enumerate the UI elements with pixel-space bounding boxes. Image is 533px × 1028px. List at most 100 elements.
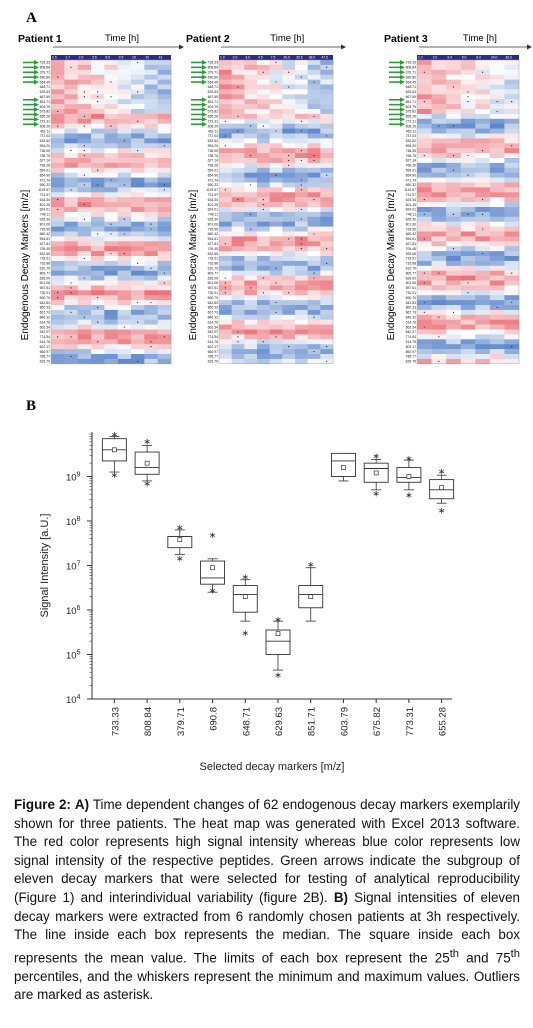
heatmap-cell: [295, 79, 308, 85]
heatmap-cell: [64, 99, 78, 105]
heatmap-cell: [231, 354, 245, 360]
heatmap-cell: [446, 79, 462, 85]
marker-row-label: 718.51: [208, 257, 218, 261]
marker-row-label: 667.73: [406, 311, 416, 315]
significance-dot: [163, 282, 165, 284]
marker-row-label: 557.61: [40, 286, 50, 290]
heatmap-cell: [244, 133, 258, 139]
heatmap-cell: [446, 216, 462, 222]
heatmap-cell: [51, 153, 65, 159]
marker-row-label: 774.54: [406, 335, 416, 339]
heatmap-cell: [144, 123, 158, 129]
outlier-asterisk: ∗: [372, 489, 380, 499]
marker-row-label: 379.71: [208, 71, 218, 75]
heatmap-cell: [144, 64, 158, 71]
marker-row-label: 603.79: [208, 105, 218, 109]
heatmap-cell: [320, 84, 334, 90]
heatmap-cell: [475, 177, 491, 183]
heatmap-cell: [320, 177, 334, 183]
heatmap-cell: [489, 172, 505, 178]
heatmap-cell: [257, 221, 270, 227]
marker-row-label: 690.70: [40, 296, 50, 300]
patient-label: Patient 1: [18, 33, 62, 45]
heatmap-cell: [104, 118, 118, 124]
heatmap-cell: [504, 305, 520, 311]
heatmap-cell: [475, 339, 491, 345]
heatmap-cell: [104, 153, 118, 159]
heatmap-cell: [460, 207, 476, 213]
heatmap-cell: [320, 187, 334, 193]
heatmap-cell: [431, 94, 447, 100]
heatmap-cell: [282, 300, 296, 306]
heatmap-cell: [320, 202, 334, 208]
heatmap-cell: [157, 256, 172, 262]
significance-dot: [300, 248, 302, 250]
highlight-arrow-head: [400, 97, 405, 103]
heatmap-cell: [104, 216, 118, 222]
time-column-label: 24.0: [491, 56, 498, 60]
heatmap-cell: [257, 280, 270, 286]
heatmap-cell: [157, 153, 172, 159]
heatmap-cell: [257, 241, 270, 247]
heatmap-cell: [91, 187, 105, 193]
x-tick-label: 655.28: [438, 707, 449, 736]
heatmap-cell: [489, 133, 505, 139]
heatmap-cell: [144, 270, 158, 276]
significance-dot: [300, 238, 302, 240]
x-tick-label: 690.8: [209, 707, 220, 731]
heatmap-cell: [282, 354, 296, 360]
significance-dot: [97, 101, 99, 103]
heatmap-cell: [475, 246, 491, 252]
significance-dot: [110, 125, 112, 127]
heatmap-cell: [77, 99, 92, 105]
heatmap-cell: [144, 211, 158, 218]
heatmap-cell: [131, 162, 145, 169]
significance-dot: [313, 316, 315, 318]
heatmap-cell: [295, 123, 308, 129]
heatmap-cell: [91, 270, 105, 276]
marker-row-label: 690.32: [208, 183, 218, 187]
heatmap-cell: [446, 300, 462, 306]
heatmap-cell: [144, 192, 158, 198]
box-690-8: 690.8∗∗: [200, 531, 225, 731]
heatmap-cell: [320, 74, 334, 80]
heatmap-cell: [231, 182, 245, 188]
marker-row-label: 854.90: [40, 173, 50, 177]
marker-row-label: 785.77: [208, 355, 218, 359]
heatmap-cell: [64, 128, 78, 134]
heatmap-cell: [475, 89, 491, 95]
heatmap-cell: [64, 133, 78, 139]
heatmap-cell: [77, 295, 92, 301]
heatmap-cell: [431, 349, 447, 355]
heatmap-cell: [446, 109, 462, 115]
significance-dot: [83, 184, 85, 186]
heatmap-cell: [257, 319, 270, 325]
heatmap-cell: [244, 358, 258, 365]
heatmap-cell: [475, 153, 491, 159]
heatmap-cell: [157, 285, 172, 291]
heatmap-cell: [104, 182, 118, 188]
significance-dot: [83, 218, 85, 220]
significance-dot: [97, 321, 99, 323]
heatmap-cell: [257, 128, 270, 134]
heatmap-cell: [64, 246, 78, 252]
heatmap-cell: [475, 280, 491, 286]
heatmap-cell: [446, 358, 462, 365]
heatmap-cell: [320, 197, 334, 203]
heatmap-cell: [257, 354, 270, 360]
marker-row-label: 768.26: [208, 164, 218, 168]
heatmap-cell: [131, 187, 145, 193]
significance-dot: [288, 238, 290, 240]
heatmap-cell: [219, 148, 232, 154]
significance-dot: [438, 272, 440, 274]
heatmap-cell: [91, 211, 105, 218]
heatmap-cell: [460, 349, 476, 355]
heatmap-cell: [157, 324, 172, 330]
marker-row-label: 629.79: [208, 360, 218, 364]
heatmap-cell: [91, 309, 105, 316]
heatmap-cell: [51, 84, 65, 90]
heatmap-cell: [504, 192, 520, 198]
caption-sup-th-1: th: [449, 947, 459, 960]
significance-dot: [57, 208, 59, 211]
heatmap-cell: [64, 162, 78, 169]
